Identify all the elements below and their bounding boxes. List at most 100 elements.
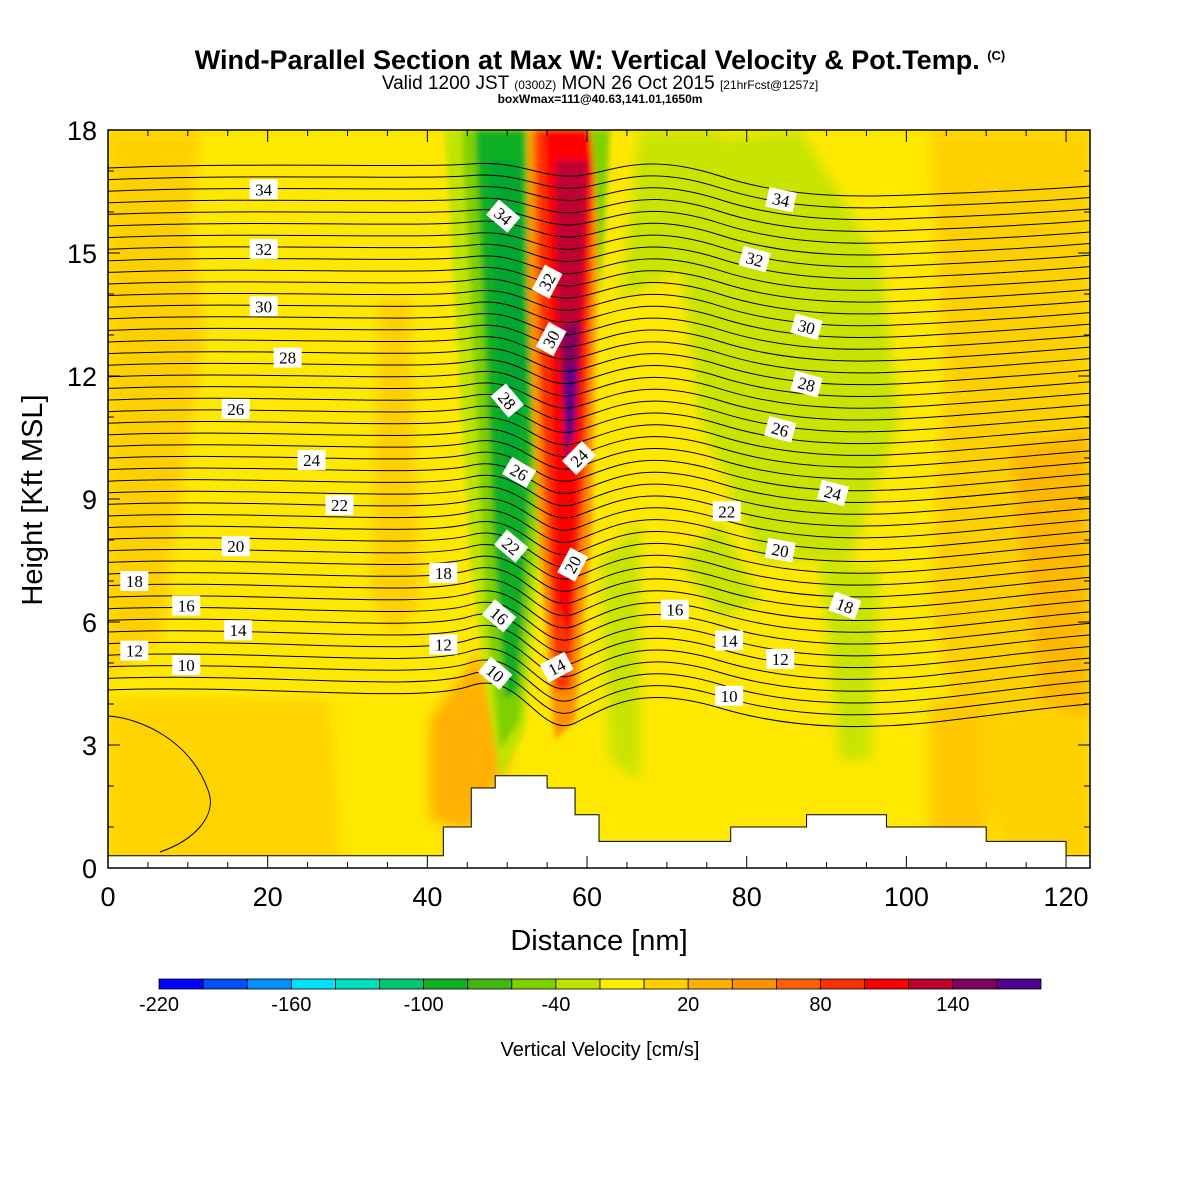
contour-line (108, 197, 1090, 232)
contour-label: 18 (429, 562, 458, 583)
colorbar-tick-label: 80 (809, 994, 831, 1016)
contour-line (108, 601, 1090, 645)
x-tick-label: 80 (732, 882, 762, 912)
pot-temp-contours (108, 162, 1090, 728)
colorbar-swatch (379, 978, 424, 990)
contour-line (108, 336, 1090, 374)
contour-label-text: 20 (770, 540, 790, 562)
y-tick-label: 12 (67, 362, 97, 392)
contour-line (108, 278, 1090, 315)
contour-line (108, 440, 1090, 480)
contour-label-box (715, 685, 744, 706)
contour-line (108, 186, 1090, 221)
contour-label-box (765, 187, 797, 213)
copyright-mark: (C) (987, 48, 1006, 63)
colorbar-tick-label: -40 (541, 994, 570, 1016)
chart-title-text: Wind-Parallel Section at Max W: Vertical… (194, 45, 980, 75)
contour-label-text: 32 (535, 270, 560, 294)
contour-label: 32 (249, 238, 278, 259)
contour-label-text: 12 (435, 636, 452, 655)
contour-label: 14 (715, 630, 744, 651)
contour-line (108, 359, 1090, 397)
y-tick-label: 3 (82, 731, 97, 761)
box-wmax-info: boxWmax=111@40.63,141.01,1650m (497, 92, 703, 106)
contour-label-box (429, 634, 458, 655)
contour-line (108, 509, 1090, 551)
contour-label: 26 (221, 398, 250, 419)
contour-label-box (790, 313, 823, 341)
y-tick-label: 18 (67, 116, 97, 146)
contour-label-box (120, 640, 149, 661)
colorbar-swatch (952, 978, 998, 990)
x-axis-label: Distance [nm] (510, 925, 687, 957)
contour-label-box (478, 656, 513, 690)
contour-line (108, 613, 1090, 657)
contour-label: 20 (221, 536, 250, 557)
contour-label: 12 (766, 648, 795, 669)
contour-label-box (816, 479, 850, 507)
contour-label-box (557, 547, 589, 582)
x-tick-label: 40 (412, 882, 442, 912)
valid-date: MON 26 Oct 2015 (561, 73, 715, 94)
colorbar-tick-label: -100 (404, 994, 444, 1016)
contour-label-box (531, 264, 563, 299)
contour-label: 18 (828, 591, 862, 620)
x-tick-label: 120 (1044, 882, 1089, 912)
contour-label: 30 (790, 313, 823, 341)
valid-time: Valid 1200 JST (381, 73, 509, 94)
contour-line (108, 266, 1090, 303)
y-tick-label: 0 (82, 854, 97, 884)
contour-line (108, 255, 1090, 291)
contour-line (108, 347, 1090, 386)
contour-line (108, 463, 1090, 504)
contour-label-box (764, 416, 797, 443)
contour-line (108, 174, 1090, 209)
contour-line (108, 532, 1090, 574)
contour-label: 30 (249, 296, 278, 317)
contour-line (108, 671, 1090, 716)
contour-label-text: 30 (539, 327, 564, 351)
contour-label-box (297, 450, 326, 471)
contour-label-box (172, 595, 201, 616)
contour-label: 22 (325, 495, 354, 516)
colorbar-swatch (731, 978, 777, 990)
x-tick-label: 20 (253, 882, 283, 912)
colorbar-swatch (511, 978, 557, 990)
chart-title: Wind-Parallel Section at Max W: Vertical… (0, 40, 1200, 76)
contour-label-box (738, 245, 771, 273)
contour-label-box (766, 648, 795, 669)
contour-line (108, 393, 1090, 433)
contour-label-text: 28 (796, 373, 817, 396)
contour-label-text: 18 (833, 594, 855, 618)
contour-label-box (764, 537, 796, 563)
contour-line (108, 578, 1090, 621)
contour-line (108, 243, 1090, 280)
colorbar-swatch (246, 978, 292, 990)
y-tick-label: 6 (82, 608, 97, 638)
contour-label-box (221, 398, 250, 419)
colorbar-tick-label: 140 (936, 994, 969, 1016)
contour-label-box (249, 238, 278, 259)
contour-label-box (494, 529, 529, 563)
contour-line (108, 648, 1090, 692)
colorbar-swatch (996, 978, 1042, 990)
contour-label-text: 16 (178, 597, 195, 616)
contour-line (108, 625, 1090, 669)
contour-line (108, 451, 1090, 492)
contour-line (108, 555, 1090, 598)
contour-line (108, 370, 1090, 409)
contour-label-box (273, 347, 302, 368)
contour-line (108, 682, 1090, 728)
contour-label-box (562, 441, 597, 475)
colorbar-swatch (908, 978, 954, 990)
contour-line (108, 417, 1090, 456)
contour-label-box (660, 599, 689, 620)
contour-label-box (120, 571, 149, 591)
contour-line (108, 324, 1090, 362)
colorbar-swatch (599, 978, 645, 990)
contour-line (108, 220, 1090, 256)
contour-label-text: 10 (178, 656, 195, 675)
contour-label-text: 30 (255, 297, 272, 316)
contour-line (108, 313, 1090, 350)
